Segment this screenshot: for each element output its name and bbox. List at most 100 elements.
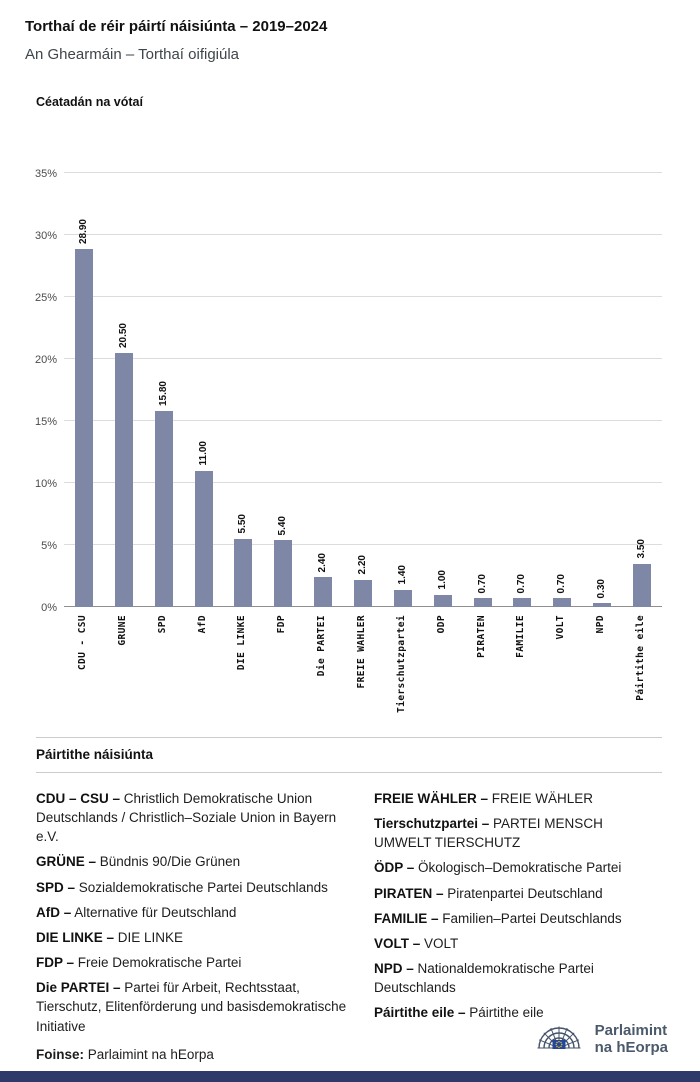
legend-party-abbr: GRÜNE – — [36, 854, 97, 870]
bars-container: 28.90 20.50 15.80 11.00 5.50 5.40 2.40 2.20 1.40… — [64, 173, 662, 607]
legend-party-abbr: PIRATEN – — [374, 885, 444, 901]
x-axis-label: SPD — [156, 615, 168, 634]
legend-party-abbr: AfD – — [36, 904, 72, 920]
x-axis-label: FDP — [276, 615, 288, 634]
legend-entry: ÖDP – Ökologisch–Demokratische Partei — [374, 860, 622, 876]
legend-party-abbr: DIE LINKE – — [36, 929, 115, 945]
logo-wordmark: Parlaimint na hEorpa — [595, 1022, 668, 1056]
legend-entry: CDU – CSU – Christlich Demokratische Uni… — [36, 791, 337, 845]
bar-column: 0.30 — [582, 173, 622, 607]
bar — [393, 589, 412, 607]
bar-value-label: 3.50 — [635, 539, 647, 559]
bar-column: 11.00 — [184, 173, 224, 607]
legend-entry: DIE LINKE – DIE LINKE — [36, 929, 184, 945]
x-axis-category: FAMILIE — [502, 607, 542, 731]
x-axis-label: Die PARTEI — [316, 615, 328, 677]
logo-text-line2: na hEorpa — [594, 1038, 668, 1056]
bar — [473, 598, 492, 607]
bar-value-label: 2.40 — [317, 552, 329, 573]
footer: Foinse: Parlaimint na hEorpa — [36, 1015, 668, 1063]
legend-entry: GRÜNE – Bündnis 90/Die Grünen — [36, 854, 241, 870]
bar — [274, 540, 293, 607]
bar-value-label: 2.20 — [356, 555, 368, 575]
legend-entry: VOLT – VOLT — [374, 935, 459, 951]
legend-section: Páirtithe náisiúnta CDU – CSU – Christli… — [36, 737, 662, 1042]
legend-party-abbr: Tierschutzpartei – — [374, 816, 490, 832]
bar-chart: 28.90 20.50 15.80 11.00 5.50 5.40 2.40 2.20 1.40… — [34, 168, 662, 731]
x-axis-category: ÖDP — [423, 607, 463, 731]
bar — [353, 579, 372, 607]
bar-value-label: 0.70 — [556, 573, 568, 594]
y-tick-label: 15% — [34, 416, 57, 428]
x-axis-category: FREIE WÄHLER — [343, 607, 383, 731]
legend-entry: SPD – Sozialdemokratische Partei Deutsch… — [36, 879, 328, 895]
x-axis-category: Páirtithe eile — [622, 607, 662, 731]
bar-column: 2.40 — [303, 173, 343, 607]
bar-column: 2.20 — [343, 173, 383, 607]
x-axis-category: DIE LINKE — [223, 607, 263, 731]
legend-entry: Páirtithe eile – Páirtithe eile — [374, 1005, 544, 1021]
y-tick-label: 25% — [34, 292, 57, 304]
legend-party-abbr: CDU – CSU – — [36, 791, 121, 806]
gridline — [64, 358, 662, 359]
bar — [593, 603, 612, 607]
legend-party-abbr: Páirtithe eile – — [374, 1005, 466, 1021]
y-tick-label: 5% — [41, 540, 57, 552]
source-value: Parlaimint na hEorpa — [87, 1047, 214, 1062]
bar-column: 3.50 — [622, 173, 662, 607]
x-axis-label: CDU - CSU — [76, 615, 88, 671]
bar-value-label: 0.30 — [596, 578, 608, 599]
legend-entry: Die PARTEI – Partei für Arbeit, Rechtsst… — [36, 980, 347, 1034]
y-tick-label: 35% — [34, 168, 57, 180]
bar — [114, 352, 133, 607]
divider-top — [36, 737, 662, 738]
bar-value-label: 1.40 — [396, 565, 408, 585]
bar-column: 15.80 — [144, 173, 184, 607]
legend-entry: FREIE WÄHLER – FREIE WÄHLER — [374, 791, 594, 806]
gridline — [64, 234, 662, 235]
gridline — [64, 482, 662, 483]
bar-value-label: 28.90 — [77, 218, 89, 244]
x-axis-category: VOLT — [542, 607, 582, 731]
bar — [513, 598, 532, 607]
legend-entry: AfD – Alternative für Deutschland — [36, 904, 237, 920]
chart-axis-title: Céatadán na vótaí — [36, 95, 143, 109]
bar-column: 20.50 — [104, 173, 144, 607]
gridline — [64, 544, 662, 545]
bar — [194, 470, 213, 607]
parliament-hemicycle-icon — [531, 1015, 587, 1062]
bar — [433, 594, 452, 607]
legend-column-left: CDU – CSU – Christlich Demokratische Uni… — [36, 789, 348, 1042]
bar — [154, 411, 173, 607]
legend-columns: CDU – CSU – Christlich Demokratische Uni… — [36, 789, 662, 1042]
bar — [632, 563, 651, 607]
x-axis-label: GRÜNE — [116, 615, 128, 646]
x-axis-label: Tierschutzpartei — [395, 615, 407, 713]
legend-party-abbr: Die PARTEI – — [36, 980, 121, 996]
x-axis-label: Páirtithe eile — [634, 615, 646, 701]
x-axis-label: AfD — [196, 615, 208, 634]
legend-party-abbr: SPD – — [36, 879, 76, 895]
bar — [234, 538, 253, 607]
x-axis-category: GRÜNE — [104, 607, 144, 731]
legend-party-abbr: FDP – — [36, 955, 75, 971]
gridline — [64, 420, 662, 421]
logo-text-line1: Parlaimint — [594, 1021, 668, 1039]
x-axis-label: NPD — [595, 615, 607, 634]
y-tick-label: 0% — [41, 602, 57, 614]
bar-value-label: 20.50 — [117, 322, 129, 348]
gridline — [64, 172, 662, 173]
x-axis-category: AfD — [184, 607, 224, 731]
bar-value-label: 5.40 — [277, 515, 289, 536]
bar-column: 1.40 — [383, 173, 423, 607]
x-axis-label: FREIE WÄHLER — [355, 615, 367, 689]
x-axis-label: FAMILIE — [515, 615, 527, 658]
legend-entry: Tierschutzpartei – PARTEI MENSCH UMWELT … — [374, 816, 603, 851]
bar-column: 0.70 — [542, 173, 582, 607]
y-tick-label: 10% — [34, 478, 57, 490]
y-tick-label: 30% — [34, 230, 57, 242]
x-axis-category: Tierschutzpartei — [383, 607, 423, 731]
x-axis-label: PIRATEN — [475, 615, 487, 658]
european-parliament-logo: Parlaimint na hEorpa — [531, 1015, 668, 1062]
